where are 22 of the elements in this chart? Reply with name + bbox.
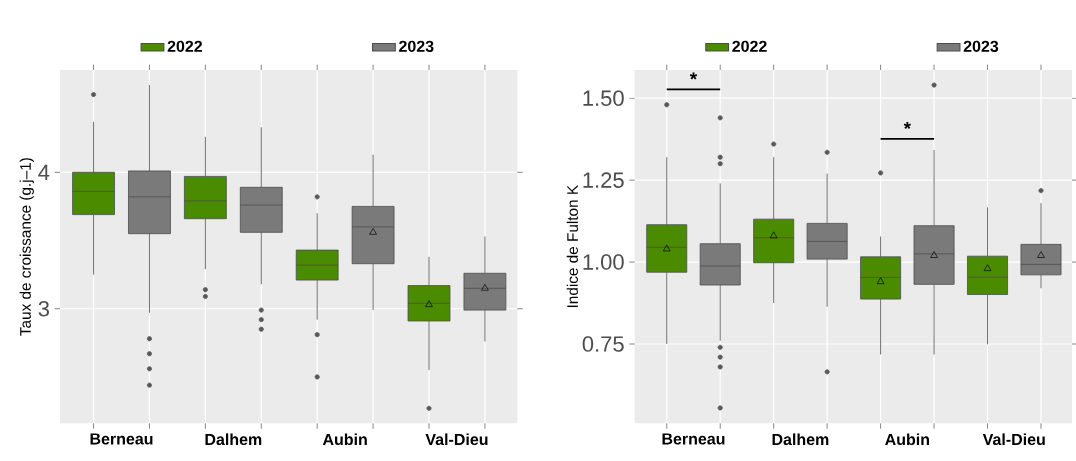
annotation: * — [689, 72, 698, 80]
x-tick-label: Aubin — [322, 433, 367, 445]
x-tick-label: Aubin — [885, 433, 930, 445]
x-tick-label: Dalhem — [205, 433, 262, 445]
y-tick-label: 1.00 — [583, 254, 624, 270]
legend-label: 2023 — [963, 40, 999, 52]
y-axis-title: Taux de croissance (g.j–1) — [19, 158, 34, 336]
y-tick-label: 0.75 — [582, 336, 624, 352]
x-tick-label: Berneau — [662, 433, 725, 445]
y-tick-label: 1.50 — [583, 90, 624, 106]
legend-label: 2022 — [732, 40, 767, 52]
legend-label: 2023 — [399, 40, 434, 52]
y-axis-title: Indice de Fulton K — [566, 184, 578, 307]
annotation: * — [903, 121, 911, 129]
x-tick-label: Dalhem — [772, 433, 829, 445]
x-tick-label: Berneau — [90, 433, 153, 445]
x-tick-label: Val-Dieu — [982, 433, 1045, 445]
y-tick-label: 1.25 — [583, 172, 624, 188]
y-tick-label: 4 — [38, 164, 50, 180]
legend-label: 2022 — [167, 40, 203, 52]
y-tick-label: 3 — [38, 300, 49, 317]
x-tick-label: Val-Dieu — [425, 433, 488, 445]
